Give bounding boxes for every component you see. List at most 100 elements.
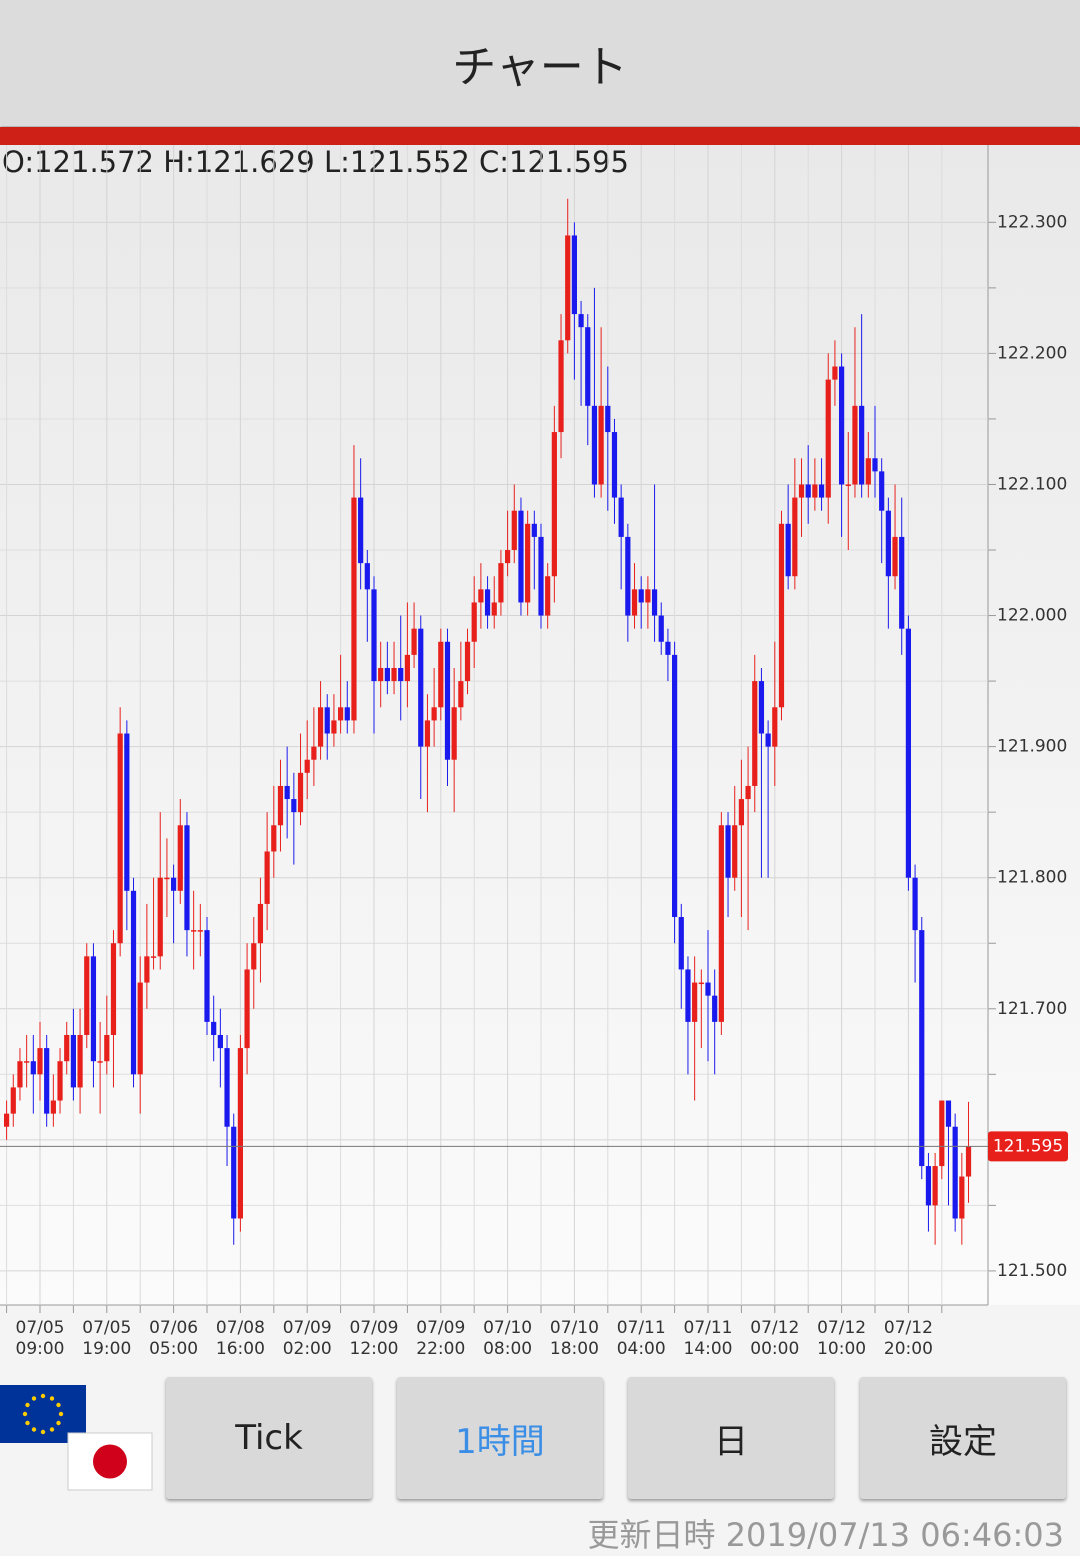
candle-body (30, 1061, 36, 1075)
candle-body (50, 1100, 56, 1114)
candle-body (558, 340, 564, 433)
candle-body (631, 589, 638, 616)
candle-body (90, 956, 97, 1062)
candle-body (839, 366, 845, 485)
candle-body (778, 523, 785, 708)
x-tick-label: 07/12 00:00 (750, 1318, 799, 1359)
x-tick-label: 07/11 04:00 (617, 1318, 666, 1359)
chart: O:121.572 H:121.629 L:121.552 C:121.595 … (0, 145, 1080, 1359)
candle-body (384, 667, 390, 682)
candle-body (317, 707, 324, 747)
currency-flags[interactable] (0, 1383, 160, 1498)
candle-body (444, 641, 451, 760)
y-tick-label: 122.100 (997, 474, 1067, 494)
update-time: 更新日時 2019/07/13 06:46:03 (587, 1516, 1064, 1554)
y-tick-label: 122.300 (997, 212, 1067, 232)
candle-body (191, 930, 197, 932)
candle-body (130, 890, 137, 1075)
candle-body (845, 484, 851, 486)
candle-body (698, 982, 704, 985)
candle-body (565, 235, 571, 341)
candle-body (798, 484, 805, 498)
candle-body (211, 1021, 217, 1035)
candle-body (338, 707, 344, 721)
candle-body (4, 1113, 10, 1127)
candle-body (124, 733, 130, 891)
candle-body (705, 982, 711, 996)
candle-body (404, 654, 410, 682)
candle-body (37, 1048, 43, 1075)
candle-body (371, 589, 377, 682)
candle-body (244, 969, 250, 1049)
candle-body (879, 471, 885, 511)
x-tick-label: 07/06 05:00 (149, 1318, 198, 1359)
candle-body (10, 1087, 16, 1114)
candle-body (204, 930, 210, 1022)
candle-body (464, 641, 471, 682)
candle-body (398, 667, 404, 682)
candle-body (110, 943, 117, 1035)
candle-body (825, 379, 831, 498)
candle-body (297, 772, 304, 813)
candle-body (231, 1126, 237, 1219)
x-tick-label: 07/10 18:00 (550, 1318, 599, 1359)
candle-body (77, 1034, 83, 1088)
candle-body (638, 589, 644, 603)
candle-body (818, 484, 825, 498)
x-tick-label: 07/12 10:00 (817, 1318, 866, 1359)
settings-button[interactable]: 設定 (860, 1377, 1066, 1499)
candle-body (792, 497, 798, 577)
candle-body (832, 366, 838, 380)
candle-body (872, 458, 878, 472)
last-price-tag (988, 1131, 1068, 1162)
candle-body (712, 995, 718, 1022)
candle-body (17, 1061, 23, 1088)
candle-body (959, 1176, 965, 1219)
candle-body (745, 785, 751, 800)
candle-body (885, 510, 891, 577)
candle-body (64, 1034, 70, 1062)
eu-stars (22, 1393, 64, 1435)
last-price-label: 121.595 (993, 1136, 1063, 1156)
candle-body (912, 877, 918, 931)
candle-body (284, 785, 290, 800)
candle-body (591, 405, 598, 485)
candle-body (331, 720, 337, 734)
candle-body (678, 917, 684, 970)
candle-body (137, 982, 143, 1075)
candle-body (605, 405, 611, 433)
candle-body (424, 720, 431, 747)
candle-body (758, 681, 765, 734)
y-tick-label: 121.900 (997, 737, 1067, 757)
day-button[interactable]: 日 (628, 1377, 834, 1499)
candle-body (97, 1061, 103, 1063)
candle-body (625, 536, 631, 616)
candle-body (551, 432, 557, 577)
accent-bar (0, 127, 1080, 145)
candle-body (171, 877, 177, 891)
candle-body (785, 523, 791, 577)
candle-body (144, 956, 150, 983)
y-tick-label: 122.000 (997, 606, 1067, 626)
candle-body (57, 1061, 63, 1101)
x-tick-label: 07/05 09:00 (16, 1318, 65, 1359)
candle-body (812, 484, 818, 498)
candle-body (919, 930, 925, 1167)
candle-body (692, 982, 698, 1022)
candle-body (304, 759, 310, 773)
tick-button[interactable]: Tick (166, 1377, 372, 1499)
candle-body (598, 405, 604, 485)
candle-body (411, 628, 417, 655)
candle-body (44, 1048, 50, 1114)
candle-body (418, 628, 424, 747)
candle-body (925, 1166, 932, 1206)
candle-body (224, 1048, 230, 1127)
candle-body (177, 825, 183, 891)
candle-body (525, 523, 531, 603)
y-tick-label: 122.200 (997, 343, 1067, 363)
hour-button[interactable]: 1時間 (397, 1377, 603, 1499)
candle-body (905, 628, 911, 878)
candle-body (251, 943, 257, 970)
candle-body (518, 510, 524, 603)
